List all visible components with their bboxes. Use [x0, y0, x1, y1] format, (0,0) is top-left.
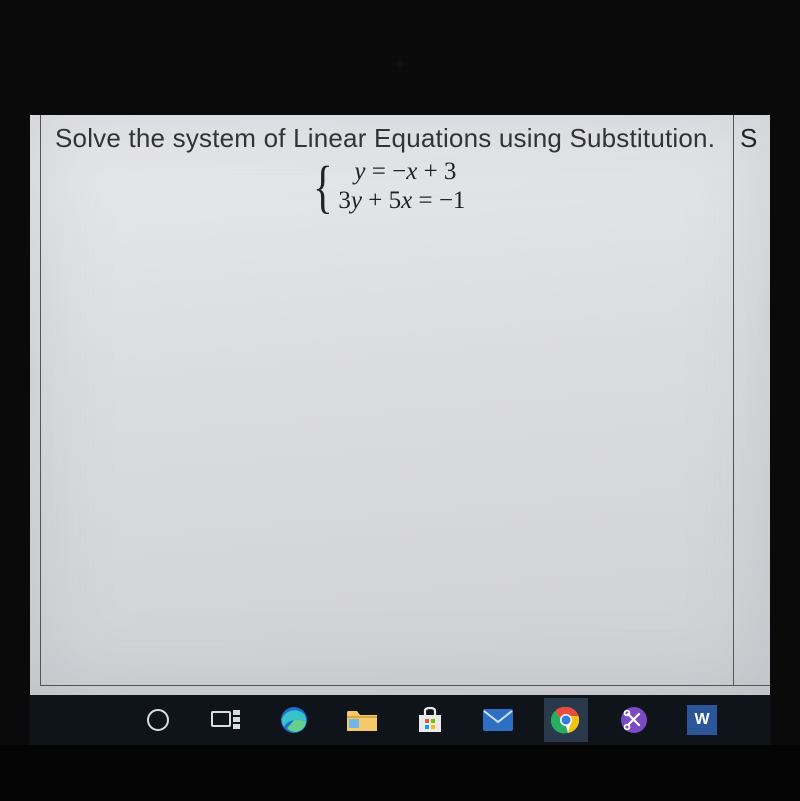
device-bezel-bottom: [0, 745, 800, 801]
left-brace: {: [313, 161, 332, 213]
equation-system: { y = −x + 3 3y + 5x = −1: [55, 158, 719, 216]
chrome-browser-icon[interactable]: [544, 698, 588, 742]
instruction-text: Solve the system of Linear Equations usi…: [55, 123, 719, 154]
task-view-icon[interactable]: [204, 698, 248, 742]
worksheet-table: Solve the system of Linear Equations usi…: [40, 115, 770, 686]
worksheet-main-cell: Solve the system of Linear Equations usi…: [40, 115, 734, 686]
equation-1: y = −x + 3: [338, 158, 465, 187]
word-icon[interactable]: W: [680, 698, 724, 742]
worksheet-right-cell: S: [734, 115, 770, 686]
document-viewport: Solve the system of Linear Equations usi…: [30, 115, 770, 696]
equation-stack: y = −x + 3 3y + 5x = −1: [338, 158, 465, 216]
cortana-circle-icon[interactable]: [136, 698, 180, 742]
file-explorer-icon[interactable]: [340, 698, 384, 742]
windows-taskbar[interactable]: W: [30, 695, 770, 745]
equation-2: 3y + 5x = −1: [338, 187, 465, 216]
mail-icon[interactable]: [476, 698, 520, 742]
device-camera-dot: [396, 60, 404, 68]
microsoft-store-icon[interactable]: [408, 698, 452, 742]
edge-browser-icon[interactable]: [272, 698, 316, 742]
word-tile: W: [687, 705, 717, 735]
snip-sketch-icon[interactable]: [612, 698, 656, 742]
